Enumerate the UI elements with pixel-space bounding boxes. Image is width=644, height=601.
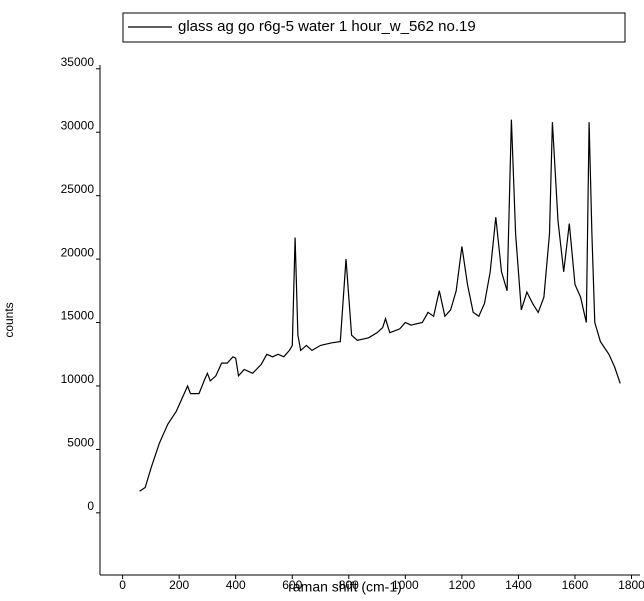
y-tick-label: 0 (87, 499, 94, 513)
y-axis-label: counts (2, 302, 16, 337)
x-axis-label: raman shift (cm-1) (288, 579, 402, 595)
x-tick-label: 800 (339, 578, 359, 592)
data-line (139, 119, 621, 492)
x-tick-label: 200 (169, 578, 189, 592)
x-tick-label: 1600 (562, 578, 589, 592)
x-tick-label: 400 (226, 578, 246, 592)
y-tick-label: 35000 (61, 55, 95, 69)
legend-label: glass ag go r6g-5 water 1 hour_w_562 no.… (178, 18, 476, 35)
x-tick-label: 600 (282, 578, 302, 592)
y-tick-label: 15000 (61, 309, 95, 323)
x-tick-label: 1800 (618, 578, 644, 592)
y-tick-label: 30000 (61, 118, 95, 132)
legend-box (122, 12, 626, 43)
y-tick-label: 20000 (61, 245, 95, 259)
y-tick-label: 5000 (67, 436, 94, 450)
x-tick-label: 1000 (392, 578, 419, 592)
y-tick-label: 10000 (61, 372, 95, 386)
y-tick-label: 25000 (61, 182, 95, 196)
x-tick-label: 0 (119, 578, 126, 592)
x-tick-label: 1400 (505, 578, 532, 592)
x-tick-label: 1200 (449, 578, 476, 592)
